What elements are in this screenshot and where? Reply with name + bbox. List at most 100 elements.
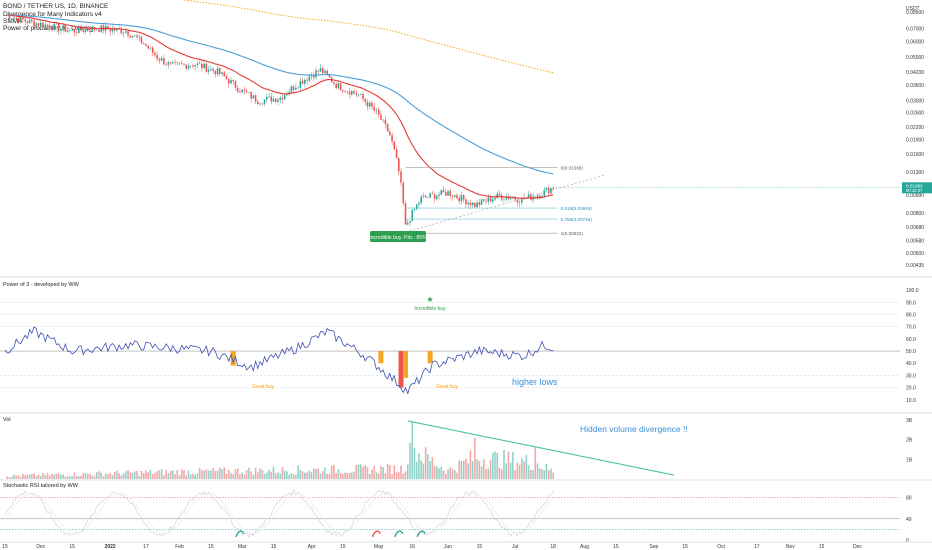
candle xyxy=(418,202,420,205)
volume-bar xyxy=(279,473,281,479)
buy-signal-bar xyxy=(378,351,384,364)
candle xyxy=(308,76,311,81)
price-axis[interactable]: 0.08500 0.07000 0.06000 0.05000 0.04200 0.036… xyxy=(0,6,932,543)
stoch-cross-mark xyxy=(394,530,404,538)
volume-bar xyxy=(104,473,107,479)
indicator-label-divergence[interactable]: Divergence for Many Indicators v4 xyxy=(3,11,102,18)
candle xyxy=(169,62,172,64)
power3-tick: 90.0 xyxy=(906,300,916,306)
stoch-title[interactable]: Stochastic RSI tailored by WW xyxy=(3,483,79,489)
volume-bar xyxy=(415,461,418,479)
power3-title[interactable]: Power of 3 - developed by WW xyxy=(3,282,80,288)
candle xyxy=(507,197,510,200)
candle xyxy=(429,193,431,198)
volume-bar xyxy=(216,470,219,479)
candle xyxy=(140,36,143,43)
power3-pane[interactable]: 100.0 90.0 80.0 70.0 60.0 50.0 40.0 30.0 20.0 10.… xyxy=(0,288,919,404)
volume-bar xyxy=(538,468,541,479)
candle xyxy=(51,28,53,30)
volume-bar xyxy=(489,460,492,479)
candle xyxy=(274,98,277,102)
volume-bar xyxy=(230,473,232,479)
volume-bar xyxy=(248,467,250,479)
candle xyxy=(252,95,255,99)
volume-title[interactable]: Vol xyxy=(3,417,11,423)
candle xyxy=(133,35,136,37)
volume-bar xyxy=(274,473,277,479)
candle xyxy=(404,203,407,225)
volume-bar xyxy=(84,473,87,479)
candle xyxy=(389,131,391,136)
volume-bar xyxy=(422,463,425,479)
candle xyxy=(494,198,496,200)
volume-bar xyxy=(35,476,38,479)
candle xyxy=(436,195,438,199)
volume-bar xyxy=(283,470,286,479)
candle xyxy=(15,17,17,19)
power3-tick: 70.0 xyxy=(906,325,916,331)
volume-bar xyxy=(471,461,474,479)
candle xyxy=(424,195,427,198)
candle xyxy=(167,62,170,65)
stoch-rsi-pane[interactable]: 80 40 0 xyxy=(0,488,912,544)
volume-bar xyxy=(344,472,346,479)
indicator-label-smma[interactable]: SMMA xyxy=(3,18,23,25)
candle xyxy=(111,28,114,32)
candle xyxy=(13,17,15,19)
symbol-title[interactable]: BOND / TETHER US, 1D, BINANCE xyxy=(3,3,109,10)
candle xyxy=(172,62,174,64)
candle xyxy=(236,87,239,92)
volume-bar xyxy=(395,472,398,479)
price-pane[interactable]: 0(0.01368) 0.618(0.00849) 0.786(0.00746) 1(… xyxy=(5,0,900,236)
volume-bar xyxy=(60,474,62,479)
stoch-d-line xyxy=(4,492,554,535)
volume-bar xyxy=(288,474,290,479)
volume-bar xyxy=(498,467,501,479)
time-label: 15 xyxy=(69,544,75,550)
volume-bar xyxy=(355,464,358,479)
higher-lows-label: higher lows xyxy=(512,377,558,387)
candle xyxy=(216,68,219,75)
time-axis[interactable]: 15 Dec 15 2022 17 Feb 15 Mar 15 Apr 15 May 16 Jun 15 Ju… xyxy=(2,544,862,550)
time-label: 15 xyxy=(477,544,483,550)
volume-bar xyxy=(107,474,109,479)
volume-bar xyxy=(147,472,149,479)
volume-bar xyxy=(149,469,152,479)
candle xyxy=(37,23,40,26)
candle xyxy=(469,202,472,206)
volume-bar xyxy=(122,473,125,479)
candle xyxy=(362,94,364,99)
price-tick: 0.02600 xyxy=(906,111,924,117)
volume-bar xyxy=(507,451,510,479)
candle xyxy=(64,25,67,32)
candle xyxy=(503,199,505,200)
volume-bar xyxy=(485,468,487,479)
volume-bar xyxy=(156,471,158,479)
candle xyxy=(328,74,331,78)
candle xyxy=(299,81,302,88)
stoch-tick: 40 xyxy=(906,517,912,523)
candle xyxy=(165,64,167,65)
volume-bar xyxy=(154,472,156,479)
price-tick: 0.04200 xyxy=(906,70,924,76)
volume-bar xyxy=(496,452,499,479)
volume-bar xyxy=(210,470,212,479)
volume-pane[interactable]: 3B 2B 1B xyxy=(6,418,913,479)
candle xyxy=(31,19,33,22)
candle xyxy=(62,25,64,29)
candle xyxy=(301,81,304,84)
volume-bar xyxy=(174,474,176,479)
candle xyxy=(413,209,416,211)
candle xyxy=(24,19,26,22)
candle xyxy=(438,194,440,196)
volume-tick: 1B xyxy=(906,457,913,463)
price-tick: 0.00990 xyxy=(906,193,924,199)
candle xyxy=(395,149,398,158)
candle xyxy=(552,188,554,190)
candle xyxy=(359,94,362,95)
volume-bar xyxy=(357,464,360,479)
volume-bar xyxy=(442,470,445,479)
volume-bar xyxy=(523,461,525,479)
candle xyxy=(127,31,129,36)
indicator-label-power[interactable]: Power of probability 3 - Overlay xyxy=(3,25,94,32)
